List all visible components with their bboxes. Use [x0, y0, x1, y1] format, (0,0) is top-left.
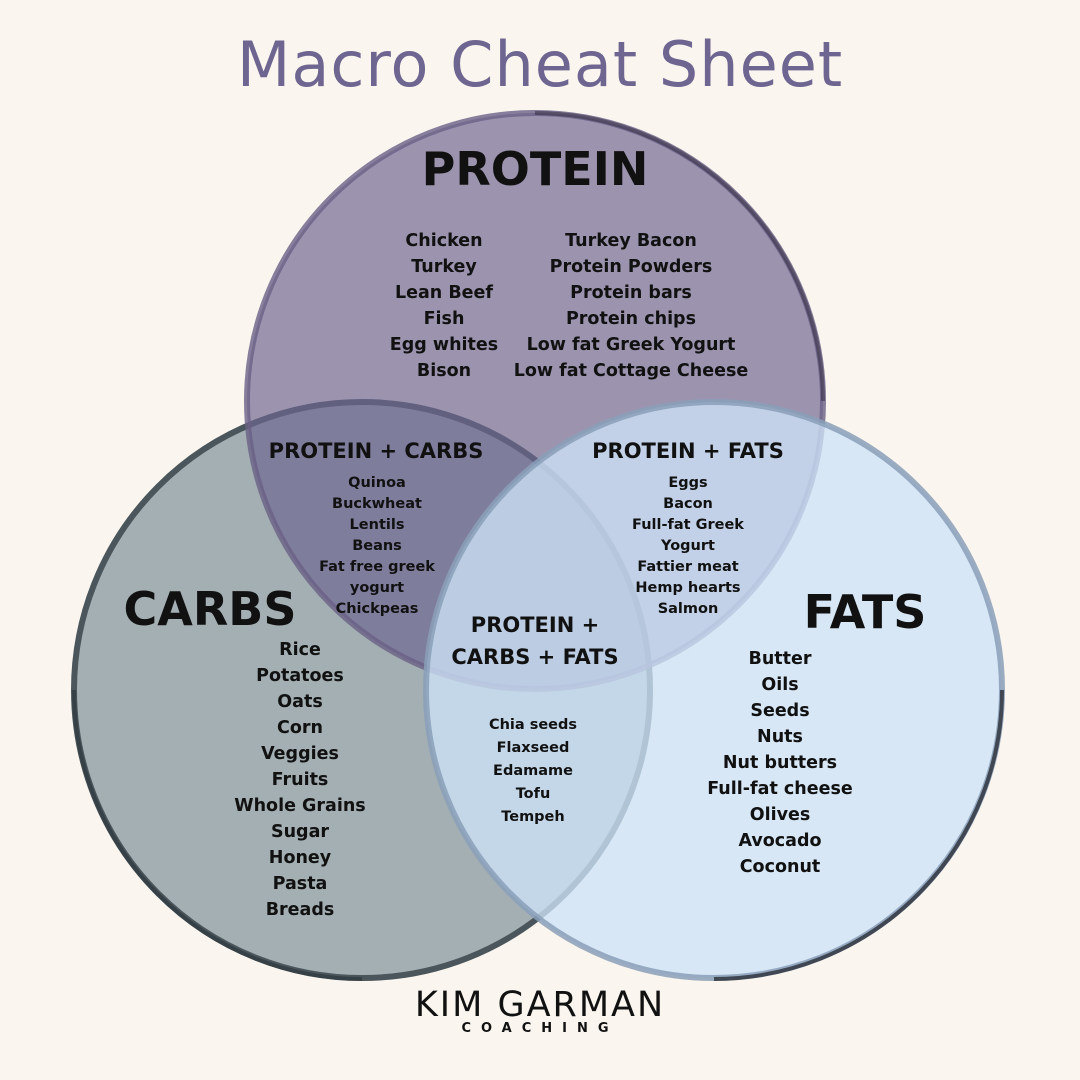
- list-item: Full-fat cheese: [707, 779, 853, 799]
- list-item: Rice: [279, 640, 321, 660]
- list-item: Egg whites: [389, 335, 499, 355]
- list-item: Salmon: [657, 601, 719, 617]
- list-item: Fattier meat: [637, 559, 739, 575]
- list-item: Turkey Bacon: [565, 231, 697, 251]
- protein-carbs-list: Quinoa Buckwheat Lentils Beans Fat free …: [302, 473, 452, 620]
- list-item: Eggs: [668, 475, 708, 491]
- list-item: Breads: [265, 900, 335, 920]
- list-item: Fat free greek: [319, 559, 435, 575]
- list-item: Pasta: [272, 874, 328, 894]
- protein-list-1: Chicken Turkey Lean Beef Fish Egg whites…: [364, 228, 524, 384]
- list-item: Buckwheat: [332, 496, 422, 512]
- list-item: Lean Beef: [394, 283, 494, 303]
- protein-fats-list: Eggs Bacon Full-fat Greek Yogurt Fattier…: [613, 473, 763, 620]
- list-item: Protein Powders: [549, 257, 713, 277]
- list-item: Whole Grains: [234, 796, 366, 816]
- list-item: Coconut: [739, 857, 821, 877]
- list-item: Avocado: [738, 831, 822, 851]
- list-item: Bison: [416, 361, 472, 381]
- fats-heading: FATS: [803, 585, 927, 639]
- all-three-list: Chia seeds Flaxseed Edamame Tofu Tempeh: [458, 714, 608, 829]
- list-item: Seeds: [750, 701, 810, 721]
- all-three-heading-line2: CARBS + FATS: [451, 645, 619, 669]
- list-item: Oils: [761, 675, 799, 695]
- logo-subtitle: COACHING: [461, 1021, 619, 1036]
- list-item: Chickpeas: [335, 601, 419, 617]
- fats-list: Butter Oils Seeds Nuts Nut butters Full-…: [680, 646, 880, 880]
- list-item: Veggies: [261, 744, 339, 764]
- list-item: Full-fat Greek: [632, 517, 744, 533]
- all-three-heading: PROTEIN + CARBS + FATS: [420, 612, 650, 670]
- brand-logo: KIM GARMAN COACHING: [0, 985, 1080, 1036]
- list-item: Turkey: [411, 257, 477, 277]
- list-item: Nut butters: [722, 753, 838, 773]
- list-item: Nuts: [757, 727, 803, 747]
- list-item: Chicken: [405, 231, 483, 251]
- list-item: Potatoes: [256, 666, 344, 686]
- logo-name: KIM GARMAN: [414, 985, 666, 1025]
- list-item: Fruits: [271, 770, 329, 790]
- protein-carbs-heading: PROTEIN + CARBS: [268, 439, 484, 463]
- carbs-heading: CARBS: [123, 582, 297, 636]
- list-item: Low fat Greek Yogurt: [526, 335, 736, 355]
- list-item: Oats: [277, 692, 323, 712]
- list-item: Chia seeds: [488, 717, 578, 733]
- list-item: Tempeh: [501, 809, 565, 825]
- list-item: Edamame: [493, 763, 573, 779]
- list-item: yogurt: [349, 580, 405, 596]
- list-item: Yogurt: [661, 538, 715, 554]
- list-item: Honey: [268, 848, 332, 868]
- list-item: Beans: [352, 538, 402, 554]
- page-title: Macro Cheat Sheet: [236, 28, 844, 101]
- list-item: Quinoa: [348, 475, 406, 491]
- list-item: Corn: [277, 718, 323, 738]
- list-item: Flaxseed: [496, 740, 570, 756]
- list-item: Fish: [423, 309, 465, 329]
- protein-heading: PROTEIN: [421, 142, 649, 196]
- list-item: Olives: [749, 805, 811, 825]
- protein-fats-heading: PROTEIN + FATS: [592, 439, 784, 463]
- protein-list-2: Turkey Bacon Protein Powders Protein bar…: [501, 228, 761, 384]
- list-item: Bacon: [663, 496, 713, 512]
- list-item: Hemp hearts: [635, 580, 741, 596]
- list-item: Protein chips: [565, 309, 697, 329]
- list-item: Sugar: [270, 822, 330, 842]
- carbs-list: Rice Potatoes Oats Corn Veggies Fruits W…: [200, 637, 400, 923]
- list-item: Butter: [748, 649, 812, 669]
- all-three-heading-line1: PROTEIN +: [470, 613, 600, 637]
- list-item: Lentils: [349, 517, 405, 533]
- list-item: Protein bars: [570, 283, 692, 303]
- list-item: Tofu: [515, 786, 551, 802]
- list-item: Low fat Cottage Cheese: [513, 361, 749, 381]
